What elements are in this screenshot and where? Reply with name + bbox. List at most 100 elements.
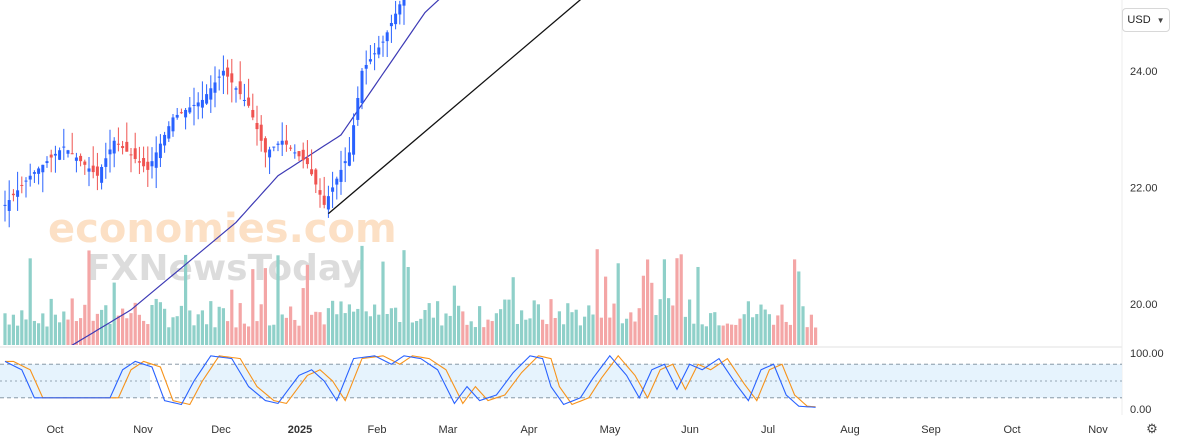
candle [116,127,120,152]
candle [335,176,339,200]
volume-bar [368,316,372,345]
candle [347,137,351,167]
time-tick-label: May [600,424,621,436]
volume-bar [637,308,641,345]
candle [95,152,99,191]
volume-bar [713,312,717,345]
volume-bar [608,317,612,345]
volume-bar [662,259,666,345]
volume-bar [16,325,20,345]
volume-bar [385,313,389,345]
volume-bar [431,317,435,345]
candle [179,108,183,114]
volume-bar [318,312,322,345]
currency-selector[interactable]: USD ▼ [1122,8,1170,32]
volume-bar [402,250,406,345]
price-tick-label: 24.00 [1130,66,1158,78]
volume-bar [11,314,15,345]
volume-bar [188,310,192,345]
volume-bar [79,318,83,345]
volume-bar [717,325,721,345]
volume-bar [209,301,213,345]
volume-bar [217,306,221,345]
candle [213,66,217,108]
time-tick-label: Nov [1088,424,1108,436]
gear-icon[interactable]: ⚙ [1146,421,1158,436]
volume-bar [53,314,57,345]
candle [200,81,204,119]
volume-bar [494,313,498,345]
volume-bar [158,302,162,345]
candle [129,147,133,173]
volume-bar [116,315,120,345]
volume-bar [45,326,49,345]
volume-bar [247,326,251,345]
candle [318,178,322,208]
volume-bar [679,254,683,345]
volume-bar [545,324,549,345]
volume-bar [251,269,255,345]
volume-bar [259,304,263,345]
candle [154,136,158,189]
time-tick-label: Aug [840,424,860,436]
volume-bar [192,325,196,345]
volume-bar [49,298,53,345]
candle [360,67,364,110]
candle [209,75,213,113]
candle [251,93,255,121]
volume-bar [658,299,662,345]
volume-bar [499,309,503,345]
volume-bar [704,326,708,345]
watermark-line1: economies.com [48,206,397,252]
volume-bar [310,314,314,345]
volume-bar [167,327,171,345]
volume-bar [226,321,230,345]
candle [402,0,406,25]
candle [373,43,377,71]
volume-bar [595,249,599,345]
volume-bar [24,319,28,345]
volume-bar [583,316,587,345]
volume-bar [179,305,183,345]
volume-bar [788,324,792,345]
volume-bar [671,305,675,345]
volume-bar [74,321,78,345]
volume-bar [398,321,402,345]
time-tick-label: Apr [520,424,537,436]
volume-bar [230,289,234,345]
candle [133,132,137,164]
candle [142,146,146,173]
candle [322,176,326,209]
volume-bar [721,325,725,345]
volume-bar [444,313,448,345]
candle [394,0,398,30]
candle [108,129,112,173]
volume-bar [793,259,797,345]
candle [188,97,192,115]
candle [3,190,7,222]
time-axis[interactable]: Oct Nov Dec 2025 Feb Mar Apr May Jun Jul Aug Sep Oct… [46,424,1108,436]
candle [326,185,330,218]
moving-average [71,0,440,345]
volume-bar [41,313,45,345]
volume-bar [570,312,574,345]
volume-bar [755,314,759,345]
candle [343,147,347,183]
candle [58,147,62,161]
chevron-down-icon: ▼ [1156,15,1165,25]
candle [11,189,15,202]
volume-bar [536,304,540,345]
stochastic-tick-label: 100.00 [1130,348,1164,360]
candle [217,69,221,91]
candle [368,45,372,65]
volume-bar [562,324,566,345]
volume-bar [331,300,335,345]
volume-bar [377,314,381,345]
candle [32,170,36,183]
volume-bar [612,303,616,345]
volume-bar [520,310,524,345]
candle [62,128,66,160]
candle [146,146,150,187]
